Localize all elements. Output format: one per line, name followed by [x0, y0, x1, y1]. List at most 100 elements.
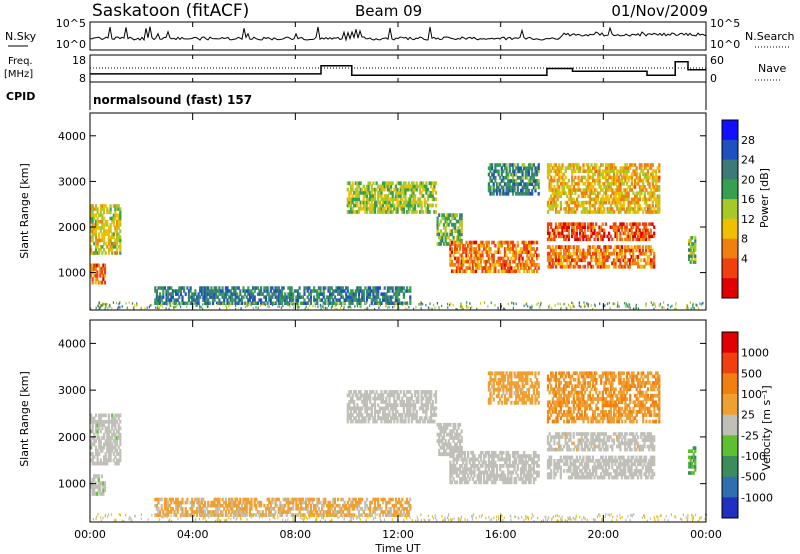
power-cell	[444, 235, 447, 240]
velocity-cell	[93, 484, 96, 489]
power-cell	[357, 295, 361, 299]
power-cell	[495, 169, 499, 174]
power-cell	[499, 243, 502, 248]
power-cell	[430, 203, 433, 208]
power-cell	[598, 258, 601, 263]
velocity-cell	[107, 423, 110, 427]
power-cell	[154, 289, 157, 293]
power-cell	[548, 255, 551, 259]
velocity-cell	[425, 406, 428, 411]
velocity-cell	[351, 500, 354, 505]
velocity-cell	[102, 484, 105, 489]
power-cell	[244, 289, 247, 293]
velocity-cell	[349, 396, 353, 401]
power-cell	[579, 234, 582, 239]
power-cell	[582, 166, 585, 170]
velocity-cell	[255, 497, 258, 502]
velocity-cell	[272, 507, 276, 511]
velocity-cell	[446, 426, 449, 430]
power-cell	[582, 251, 585, 256]
power-cell	[598, 185, 601, 189]
velocity-cell	[90, 484, 93, 489]
power-cell	[295, 289, 298, 293]
power-cell	[99, 207, 102, 211]
velocity-cell	[382, 510, 385, 514]
power-cell	[592, 203, 595, 208]
power-cell	[192, 298, 195, 302]
power-cell	[650, 210, 653, 214]
power-cell	[109, 223, 112, 227]
power-cell	[594, 303, 596, 306]
power-cell	[518, 250, 521, 254]
velocity-cell	[91, 436, 94, 440]
power-cell	[609, 185, 612, 189]
power-cell	[536, 169, 539, 174]
velocity-cell	[298, 510, 301, 514]
velocity-cell	[268, 513, 271, 517]
power-cell	[614, 231, 617, 236]
power-cell	[590, 264, 593, 269]
velocity-cell	[253, 503, 256, 508]
power-cell	[382, 203, 385, 208]
power-cell	[481, 243, 484, 248]
power-cell	[646, 203, 650, 208]
velocity-cell	[359, 409, 362, 414]
power-cell	[288, 302, 290, 306]
velocity-cell	[449, 442, 452, 447]
velocity-cell	[452, 436, 455, 440]
power-cell	[640, 166, 643, 170]
velocity-cell	[357, 500, 361, 505]
power-cell	[495, 188, 499, 193]
power-colorbar-label: Power [dB]	[758, 168, 771, 228]
velocity-cell	[183, 513, 186, 517]
power-cell	[553, 197, 556, 202]
power-cell	[634, 185, 637, 189]
power-cell	[390, 206, 393, 211]
velocity-cell	[114, 442, 117, 447]
velocity-cell	[101, 419, 104, 424]
velocity-cell	[313, 507, 316, 511]
power-cell	[579, 203, 582, 208]
power-cell	[593, 248, 596, 253]
power-cell	[582, 258, 585, 263]
velocity-cell	[386, 393, 389, 398]
power-cell	[489, 269, 492, 274]
velocity-cell	[93, 477, 96, 482]
power-cell	[433, 197, 436, 202]
power-cell	[101, 204, 104, 208]
power-cell	[611, 178, 614, 183]
power-cell	[100, 270, 103, 275]
power-cell	[467, 243, 470, 248]
power-cell	[101, 304, 103, 307]
power-cell	[115, 241, 119, 246]
velocity-cell	[345, 513, 348, 517]
velocity-cell	[159, 510, 162, 514]
power-cell	[365, 210, 369, 214]
power-cell	[638, 245, 641, 249]
power-cell	[452, 216, 455, 221]
power-cell	[635, 175, 638, 180]
power-cell	[491, 253, 494, 258]
power-cell	[455, 266, 458, 270]
power-cell	[526, 250, 529, 254]
velocity-cell	[279, 507, 282, 511]
velocity-cell	[210, 500, 213, 505]
velocity-cell	[93, 455, 96, 459]
power-cell	[500, 179, 503, 183]
power-cell	[454, 256, 457, 261]
power-cell	[476, 263, 479, 267]
power-cell	[154, 286, 157, 290]
power-cell	[531, 256, 534, 261]
power-cell	[593, 166, 596, 170]
power-cell	[91, 219, 94, 224]
power-cell	[385, 210, 388, 214]
velocity-cell	[351, 419, 354, 424]
power-cell	[398, 306, 400, 310]
velocity-cell	[119, 419, 122, 424]
velocity-cell	[399, 390, 402, 394]
power-cell	[341, 286, 345, 290]
power-cell	[567, 255, 570, 259]
power-cell	[646, 210, 650, 214]
power-cell	[651, 258, 654, 263]
velocity-cell	[170, 510, 173, 514]
